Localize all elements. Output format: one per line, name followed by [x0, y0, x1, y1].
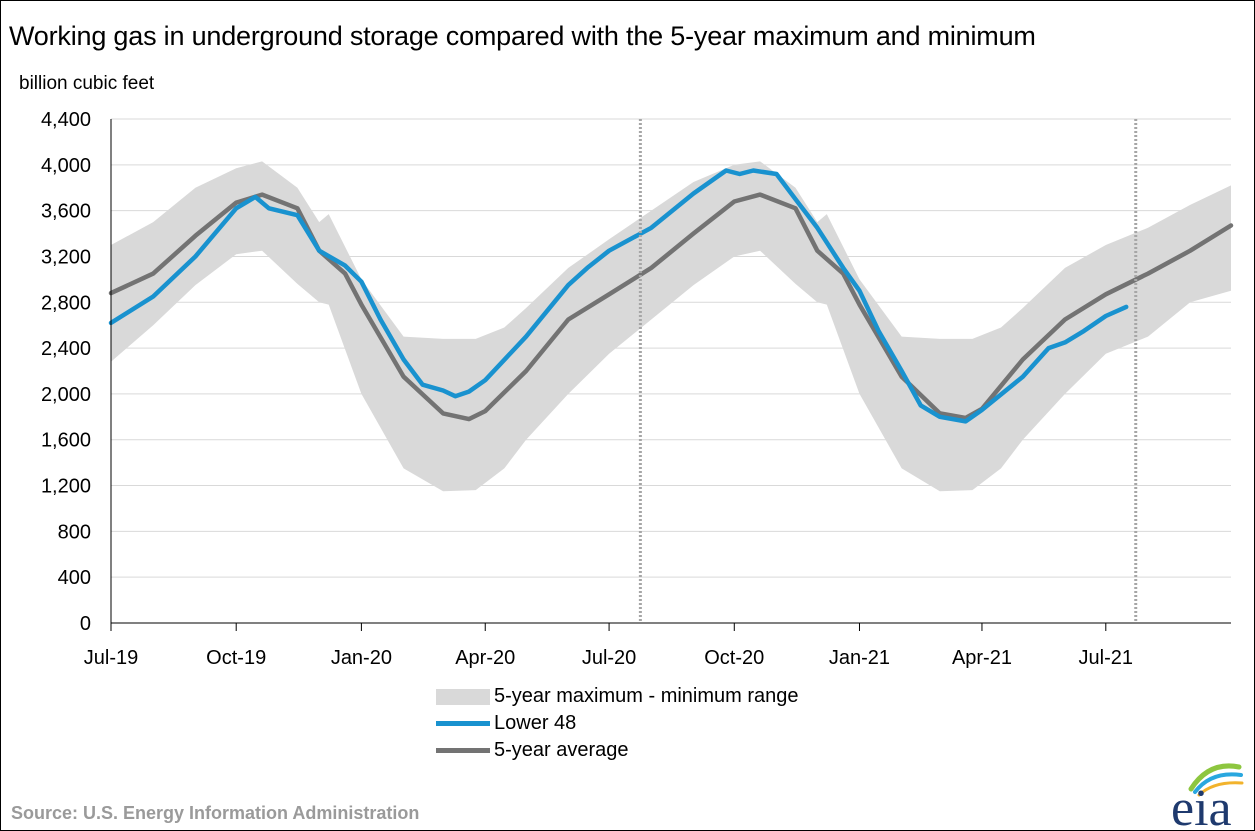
legend-label-average: 5-year average — [494, 739, 629, 761]
logo-arc-green — [1188, 763, 1242, 792]
y-tick-label: 4,000 — [41, 155, 91, 177]
legend-item-average: 5-year average — [436, 737, 799, 764]
y-tick-label: 2,400 — [41, 338, 91, 360]
range-band — [111, 161, 1231, 492]
y-tick-label: 400 — [58, 567, 91, 589]
y-tick-labels: 0 400 800 1,200 1,600 2,000 2,400 2,800 3,200 3,6… — [41, 109, 91, 635]
range-band-layer — [111, 161, 1231, 492]
y-tick-label: 800 — [58, 521, 91, 543]
series-line-lower48 — [108, 168, 1129, 424]
x-tick-label: Apr-20 — [455, 647, 515, 669]
y-tick-label: 2,800 — [41, 292, 91, 314]
x-tick-label: Oct-20 — [704, 647, 764, 669]
vertical-markers — [638, 119, 1138, 623]
y-tick-label: 0 — [80, 613, 91, 635]
x-tick-label: Jul-20 — [582, 647, 636, 669]
eia-logo: eia — [1171, 763, 1244, 829]
legend-swatch-average — [436, 748, 490, 753]
legend-swatch-lower48 — [436, 721, 490, 726]
y-tick-label: 3,200 — [41, 246, 91, 268]
y-tick-label: 1,200 — [41, 476, 91, 498]
logo-arc-yellow — [1197, 781, 1244, 797]
x-tick-label: Jan-20 — [331, 647, 392, 669]
x-tick-label: Apr-21 — [952, 647, 1012, 669]
legend-label-lower48: Lower 48 — [494, 712, 577, 734]
x-tick-label: Jul-19 — [84, 647, 138, 669]
logo-arc-blue — [1193, 772, 1243, 794]
logo-wordmark: eia — [1171, 780, 1232, 829]
y-tick-label: 4,400 — [41, 109, 91, 131]
x-tick-label: Oct-19 — [206, 647, 266, 669]
legend-swatch-range — [436, 688, 490, 705]
legend-item-lower48: Lower 48 — [436, 710, 799, 737]
legend: 5-year maximum - minimum range Lower 48 … — [436, 683, 799, 764]
x-tick-label: Jul-21 — [1079, 647, 1133, 669]
chart-title: Working gas in underground storage compa… — [9, 21, 1036, 51]
y-tick-label: 2,000 — [41, 384, 91, 406]
legend-item-range: 5-year maximum - minimum range — [436, 683, 799, 710]
axes — [110, 119, 1231, 631]
y-tick-label: 1,600 — [41, 430, 91, 452]
x-tick-labels: Jul-19 Oct-19 Jan-20 Apr-20 Jul-20 Oct-20 Jan-… — [84, 647, 1133, 669]
x-tick-label: Jan-21 — [829, 647, 890, 669]
y-tick-label: 3,600 — [41, 201, 91, 223]
series-lines-layer — [108, 168, 1234, 424]
y-axis-unit-label: billion cubic feet — [19, 73, 155, 94]
legend-label-range: 5-year maximum - minimum range — [494, 685, 799, 707]
source-note: Source: U.S. Energy Information Administ… — [11, 803, 420, 823]
